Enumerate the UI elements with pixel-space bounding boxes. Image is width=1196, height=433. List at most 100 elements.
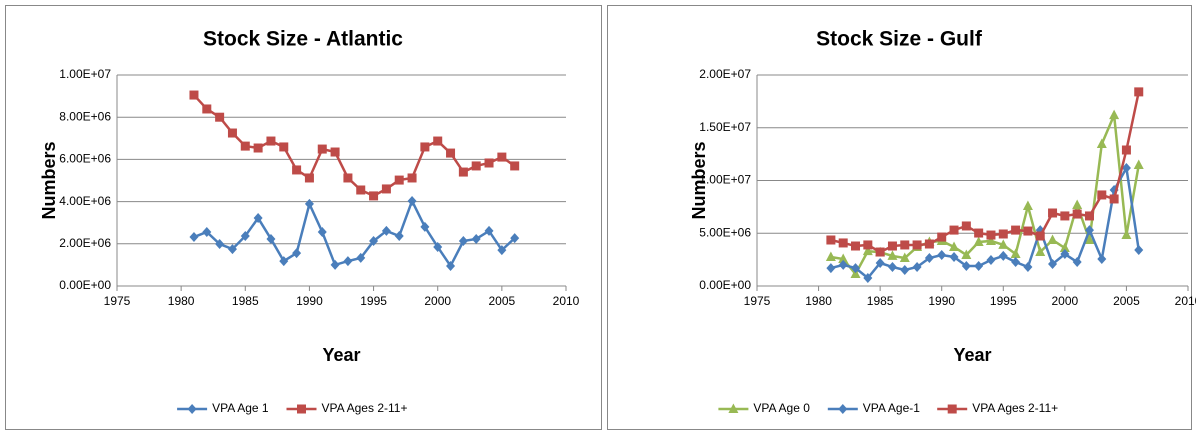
x-tick-label: 1990 — [928, 294, 955, 308]
marker — [826, 235, 836, 245]
marker — [1109, 109, 1120, 120]
marker — [433, 136, 443, 146]
marker — [497, 152, 507, 162]
marker — [838, 253, 849, 263]
marker — [974, 260, 984, 271]
marker — [1097, 190, 1107, 200]
marker — [394, 230, 404, 241]
marker — [900, 264, 910, 275]
marker — [1011, 225, 1021, 235]
series-line — [193, 197, 516, 269]
marker — [1134, 87, 1144, 97]
marker — [240, 141, 250, 151]
marker — [974, 228, 984, 238]
marker — [1023, 262, 1033, 273]
marker — [826, 263, 836, 274]
x-tick-label: 2000 — [424, 294, 451, 308]
marker — [1134, 245, 1144, 256]
marker — [985, 235, 996, 245]
marker — [1048, 208, 1058, 218]
marker — [381, 184, 391, 194]
marker — [1121, 145, 1131, 155]
marker — [875, 258, 885, 269]
marker — [1060, 249, 1070, 260]
marker — [1022, 200, 1033, 211]
marker — [202, 226, 212, 237]
marker — [317, 226, 327, 237]
x-tick-label: 2010 — [553, 294, 580, 308]
y-tick-label: 1.50E+07 — [699, 120, 751, 134]
marker — [1133, 159, 1144, 169]
marker — [266, 136, 276, 146]
marker — [484, 158, 494, 168]
marker — [838, 259, 848, 270]
marker — [949, 225, 959, 235]
marker — [887, 262, 897, 273]
marker — [458, 167, 468, 177]
x-tick-label: 2000 — [1052, 294, 1079, 308]
marker — [420, 221, 430, 232]
marker — [407, 173, 417, 183]
marker — [825, 251, 836, 261]
marker — [973, 236, 984, 247]
marker — [1010, 248, 1021, 259]
marker — [863, 240, 873, 250]
marker — [912, 240, 922, 250]
marker — [887, 241, 897, 251]
marker — [1072, 199, 1083, 209]
marker — [900, 240, 910, 250]
y-tick-label: 0.00E+00 — [59, 278, 111, 292]
y-axis-title: Numbers — [39, 141, 59, 219]
marker — [381, 225, 391, 236]
marker — [1121, 163, 1131, 174]
marker — [215, 112, 225, 122]
marker — [986, 230, 996, 240]
marker — [356, 185, 366, 195]
x-axis-title: Year — [953, 345, 991, 365]
marker — [471, 233, 481, 244]
marker — [937, 249, 947, 260]
marker — [961, 221, 971, 231]
marker — [446, 148, 456, 158]
marker — [266, 233, 276, 244]
x-tick-label: 2005 — [489, 294, 516, 308]
marker — [304, 173, 314, 183]
x-tick-label: 1995 — [360, 294, 387, 308]
marker — [850, 268, 861, 278]
marker — [369, 191, 379, 201]
marker — [875, 247, 885, 257]
marker — [1035, 231, 1045, 241]
marker — [1011, 257, 1021, 268]
marker — [862, 245, 873, 256]
marker — [240, 230, 250, 241]
marker — [1035, 246, 1046, 257]
marker — [420, 142, 430, 152]
panel-border — [5, 5, 602, 430]
marker — [1059, 242, 1070, 253]
marker — [253, 213, 263, 224]
x-axis-title: Year — [322, 345, 360, 365]
marker — [1060, 211, 1070, 221]
marker — [215, 239, 225, 250]
marker — [1096, 138, 1107, 148]
marker — [330, 147, 340, 157]
x-tick-label: 1985 — [867, 294, 894, 308]
marker — [1109, 194, 1119, 204]
marker — [1048, 259, 1058, 270]
marker — [407, 195, 417, 206]
marker — [949, 241, 960, 251]
marker — [1072, 209, 1082, 219]
marker — [433, 241, 443, 252]
marker — [510, 161, 520, 171]
marker — [899, 252, 910, 263]
y-axis-title: Numbers — [689, 141, 709, 219]
x-tick-label: 2005 — [1113, 294, 1140, 308]
marker — [1084, 211, 1094, 221]
y-tick-label: 1.00E+07 — [699, 173, 751, 187]
marker — [356, 252, 366, 263]
marker — [279, 256, 289, 267]
marker — [838, 404, 848, 414]
legend-label: VPA Ages 2-11+ — [972, 401, 1058, 415]
marker — [1047, 234, 1058, 245]
marker — [961, 260, 971, 271]
